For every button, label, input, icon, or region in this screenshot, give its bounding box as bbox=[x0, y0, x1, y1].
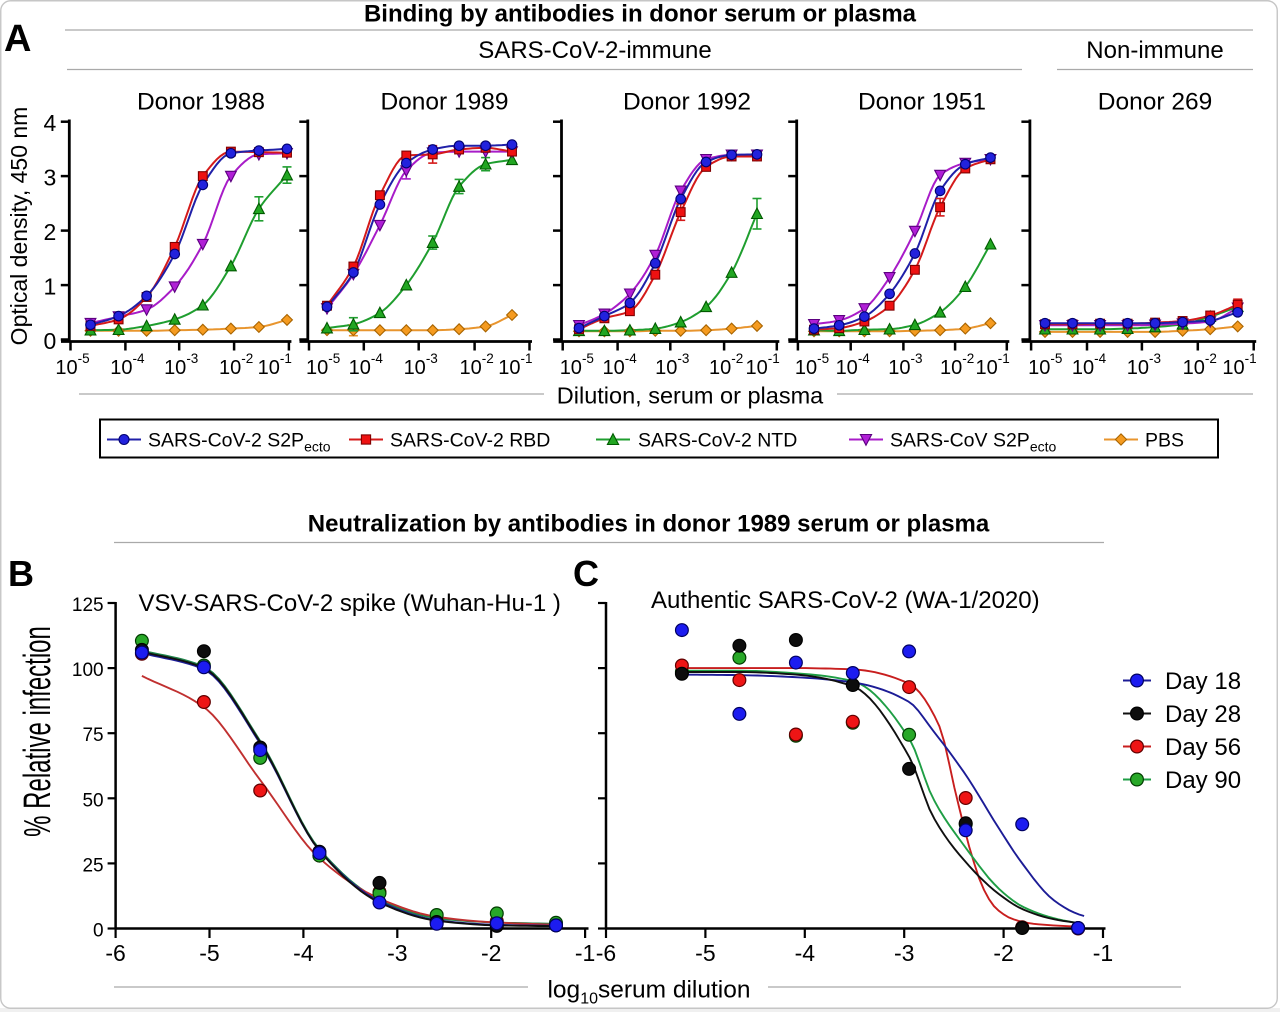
svg-text:log10serum dilution: log10serum dilution bbox=[547, 977, 750, 1008]
svg-text:-2: -2 bbox=[481, 940, 501, 966]
svg-text:-5: -5 bbox=[199, 940, 219, 966]
svg-text:Day 90: Day 90 bbox=[1165, 767, 1241, 794]
svg-text:3: 3 bbox=[44, 165, 57, 191]
svg-text:-1: -1 bbox=[575, 940, 595, 966]
svg-text:SARS-CoV S2Pecto: SARS-CoV S2Pecto bbox=[890, 430, 1056, 455]
svg-text:125: 125 bbox=[72, 595, 104, 616]
svg-text:Binding by antibodies in donor: Binding by antibodies in donor serum or … bbox=[364, 1, 917, 28]
svg-text:Day 56: Day 56 bbox=[1165, 734, 1241, 761]
svg-text:-6: -6 bbox=[596, 940, 616, 966]
svg-text:Donor 1992: Donor 1992 bbox=[623, 89, 751, 116]
svg-text:Donor 1989: Donor 1989 bbox=[380, 89, 508, 116]
svg-text:-6: -6 bbox=[105, 940, 125, 966]
svg-text:Donor 1988: Donor 1988 bbox=[137, 89, 265, 116]
svg-text:10-1: 10-1 bbox=[746, 351, 780, 379]
svg-text:PBS: PBS bbox=[1145, 430, 1184, 452]
svg-text:% Relative infection: % Relative infection bbox=[15, 626, 58, 837]
svg-text:SARS-CoV-2 RBD: SARS-CoV-2 RBD bbox=[390, 430, 550, 452]
svg-text:Neutralization by antibodies i: Neutralization by antibodies in donor 19… bbox=[308, 511, 990, 538]
svg-text:-3: -3 bbox=[387, 940, 407, 966]
svg-text:B: B bbox=[8, 553, 34, 594]
svg-text:C: C bbox=[573, 553, 599, 594]
svg-text:-3: -3 bbox=[894, 940, 914, 966]
svg-text:50: 50 bbox=[82, 790, 103, 811]
svg-text:25: 25 bbox=[82, 855, 103, 876]
svg-text:Donor 1951: Donor 1951 bbox=[858, 89, 986, 116]
svg-text:-5: -5 bbox=[695, 940, 715, 966]
svg-text:-1: -1 bbox=[1093, 940, 1113, 966]
svg-text:Dilution, serum or plasma: Dilution, serum or plasma bbox=[557, 383, 824, 409]
svg-text:2: 2 bbox=[44, 219, 57, 245]
svg-text:SARS-CoV-2 NTD: SARS-CoV-2 NTD bbox=[638, 430, 797, 452]
svg-text:0: 0 bbox=[93, 921, 104, 942]
svg-text:VSV-SARS-CoV-2 spike (Wuhan-Hu: VSV-SARS-CoV-2 spike (Wuhan-Hu-1 ) bbox=[139, 590, 561, 617]
svg-text:Day 18: Day 18 bbox=[1165, 668, 1241, 695]
svg-text:Authentic SARS-CoV-2 (WA-1/202: Authentic SARS-CoV-2 (WA-1/2020) bbox=[651, 587, 1040, 614]
svg-text:SARS-CoV-2-immune: SARS-CoV-2-immune bbox=[478, 37, 711, 64]
svg-text:Optical density, 450 nm: Optical density, 450 nm bbox=[6, 107, 32, 346]
svg-text:-2: -2 bbox=[993, 940, 1013, 966]
svg-text:75: 75 bbox=[82, 725, 103, 746]
svg-text:-4: -4 bbox=[795, 940, 816, 966]
svg-text:-4: -4 bbox=[293, 940, 314, 966]
svg-text:4: 4 bbox=[44, 110, 57, 136]
svg-text:Non-immune: Non-immune bbox=[1086, 37, 1223, 64]
svg-text:100: 100 bbox=[72, 660, 104, 681]
svg-text:1: 1 bbox=[44, 274, 57, 300]
svg-text:Day 28: Day 28 bbox=[1165, 701, 1241, 728]
svg-text:0: 0 bbox=[44, 328, 57, 354]
svg-text:SARS-CoV-2 S2Pecto: SARS-CoV-2 S2Pecto bbox=[148, 430, 331, 455]
svg-text:Donor 269: Donor 269 bbox=[1098, 89, 1212, 116]
svg-text:A: A bbox=[4, 18, 31, 60]
